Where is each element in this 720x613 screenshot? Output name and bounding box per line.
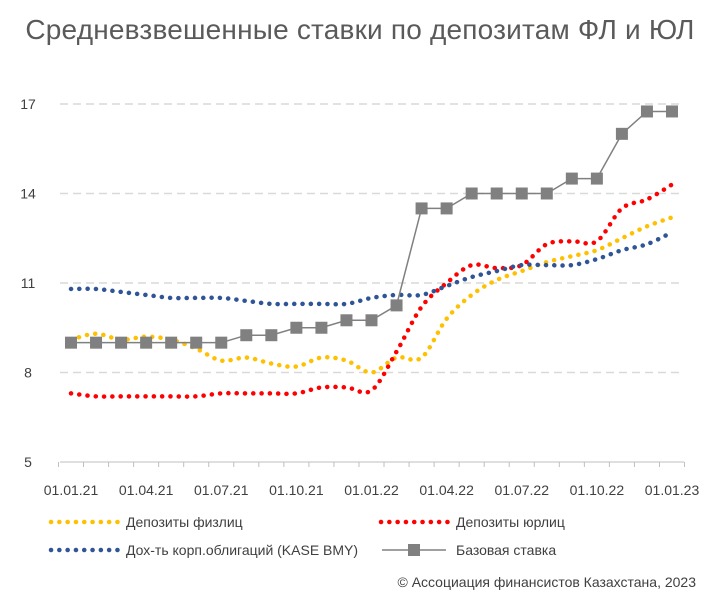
legend-item-2: Депозиты юрлиц — [378, 514, 565, 530]
legend-label: Депозиты юрлиц — [456, 514, 565, 530]
legend-marker — [408, 544, 420, 556]
data-point — [540, 187, 553, 200]
x-tick-label: 01.04.22 — [419, 482, 474, 498]
series-line — [68, 230, 675, 307]
y-axis-ticks: 5 8 11 14 17 — [20, 96, 36, 470]
data-point — [415, 202, 428, 215]
data-point — [565, 172, 578, 185]
legend-label: Дох-ть корп.облигаций (KASE BMY) — [126, 542, 358, 558]
data-point — [490, 187, 503, 200]
data-point — [140, 336, 153, 349]
x-tick-label: 01.01.21 — [44, 482, 99, 498]
data-point — [90, 336, 103, 349]
legend-label: Базовая ставка — [456, 542, 556, 558]
y-tick-label: 17 — [20, 96, 36, 112]
y-tick-label: 5 — [24, 454, 32, 470]
x-tick-label: 01.01.22 — [344, 482, 399, 498]
y-tick-label: 8 — [24, 365, 32, 381]
y-tick-label: 14 — [20, 186, 36, 202]
data-point — [440, 202, 453, 215]
data-point — [215, 336, 228, 349]
data-point — [590, 172, 603, 185]
series-2 — [68, 182, 675, 399]
source-credit: © Ассоциация финансистов Казахстана, 202… — [397, 574, 696, 590]
data-point — [390, 299, 403, 312]
data-point — [666, 105, 678, 118]
data-point — [640, 105, 653, 118]
x-tick-label: 01.01.23 — [645, 482, 700, 498]
data-point — [290, 321, 303, 334]
data-point — [315, 321, 328, 334]
data-point — [365, 314, 378, 327]
x-axis — [57, 461, 686, 467]
y-tick-label: 11 — [21, 275, 36, 291]
data-point — [190, 336, 203, 349]
series-4 — [65, 105, 678, 349]
legend-item-3: Дох-ть корп.облигаций (KASE BMY) — [48, 542, 358, 558]
legend-item-1: Депозиты физлиц — [48, 514, 243, 530]
chart-title: Средневзвешенные ставки по депозитам ФЛ … — [25, 14, 695, 45]
x-tick-label: 01.07.21 — [194, 482, 249, 498]
data-point — [465, 187, 478, 200]
data-point — [515, 187, 528, 200]
legend-item-4: Базовая ставка — [382, 542, 556, 558]
series-layer — [65, 105, 678, 399]
data-point — [65, 336, 77, 349]
data-point — [115, 336, 128, 349]
x-tick-label: 01.07.22 — [495, 482, 550, 498]
x-axis-ticks: 01.01.21 01.04.21 01.07.21 01.10.21 01.01.22… — [44, 482, 700, 498]
legend-label: Депозиты физлиц — [126, 514, 243, 530]
x-tick-label: 01.10.21 — [269, 482, 324, 498]
data-point — [615, 127, 628, 140]
series-3 — [68, 230, 675, 307]
grid-lines — [60, 103, 684, 374]
x-tick-label: 01.04.21 — [119, 482, 174, 498]
series-line — [71, 110, 672, 344]
data-point — [265, 329, 278, 342]
data-point — [165, 336, 178, 349]
data-point — [240, 329, 253, 342]
series-line — [68, 182, 675, 399]
legend: Депозиты физлиц Депозиты юрлиц Дох-ть корп… — [48, 514, 565, 558]
data-point — [340, 314, 353, 327]
x-tick-label: 01.10.22 — [570, 482, 625, 498]
